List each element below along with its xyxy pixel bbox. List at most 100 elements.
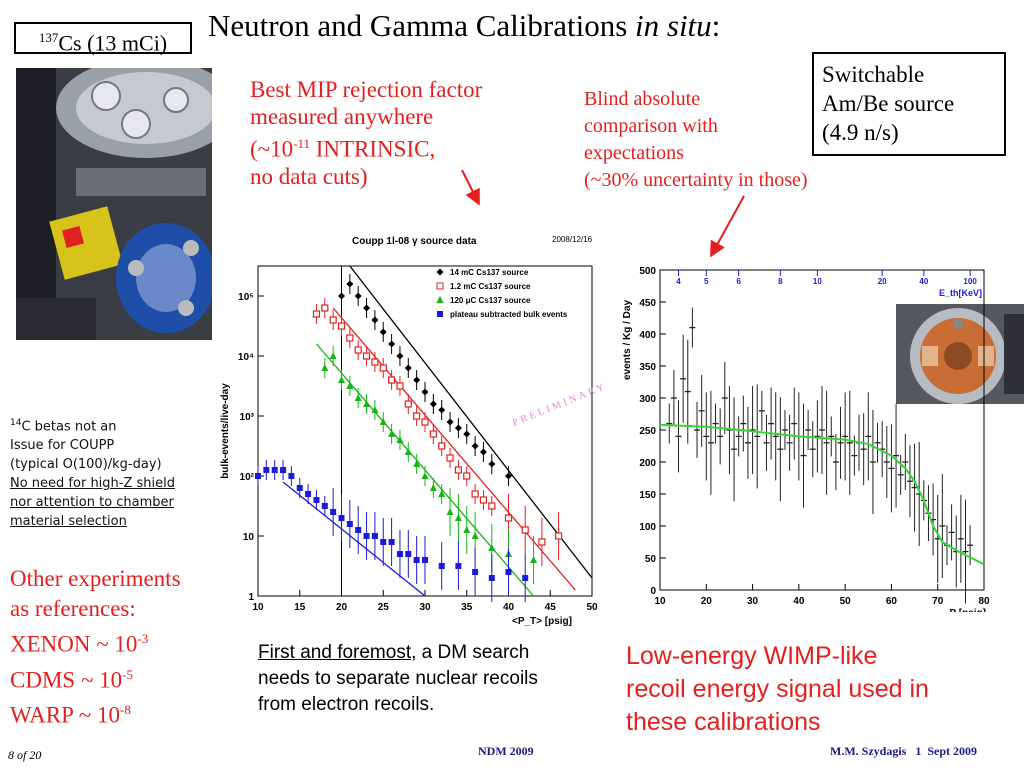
data-point bbox=[329, 316, 337, 324]
cs-source-label: 137Cs (13 mCi) bbox=[14, 22, 192, 55]
data-point bbox=[388, 340, 396, 348]
data-point bbox=[379, 328, 387, 336]
y-tick-label: 10³ bbox=[240, 412, 255, 423]
x-tick-label: 10 bbox=[654, 596, 666, 607]
data-point bbox=[454, 424, 462, 432]
legend-marker bbox=[436, 282, 444, 290]
data-point bbox=[330, 509, 337, 515]
data-point bbox=[455, 563, 462, 569]
data-point bbox=[429, 400, 437, 408]
data-point bbox=[388, 430, 396, 437]
legend-marker bbox=[436, 268, 444, 276]
data-point bbox=[488, 502, 496, 510]
data-point bbox=[421, 418, 429, 426]
y-tick-label: 10² bbox=[240, 472, 255, 483]
data-point bbox=[346, 382, 354, 389]
top-axis-label: E_th[KeV] bbox=[939, 288, 982, 298]
x-tick-label: 70 bbox=[932, 596, 944, 607]
gamma-source-chart: Coupp 1l-08 γ source data 2008/12/16 10 15 2… bbox=[220, 235, 606, 627]
top-tick-label: 10 bbox=[813, 277, 822, 286]
data-point bbox=[371, 406, 379, 413]
data-point bbox=[321, 503, 328, 509]
data-point bbox=[463, 430, 471, 438]
y-tick-label: 1 bbox=[248, 592, 254, 603]
x-tick-label: 30 bbox=[419, 602, 431, 613]
data-point bbox=[538, 538, 546, 546]
legend-label: 1.2 mC Cs137 source bbox=[450, 282, 531, 291]
data-point bbox=[471, 490, 479, 498]
data-point bbox=[263, 467, 270, 473]
data-point bbox=[255, 473, 261, 479]
legend-marker bbox=[437, 311, 443, 317]
data-point bbox=[454, 514, 462, 521]
x-tick-label: 25 bbox=[378, 602, 390, 613]
y-tick-label: 10⁴ bbox=[238, 352, 254, 363]
data-point bbox=[396, 551, 403, 557]
data-point bbox=[413, 460, 421, 467]
data-point bbox=[338, 292, 345, 300]
x-tick-label: 10 bbox=[252, 602, 264, 613]
data-point bbox=[371, 316, 379, 324]
x-axis-label: P [psig] bbox=[950, 608, 986, 612]
data-point bbox=[346, 521, 353, 527]
data-point bbox=[479, 496, 488, 504]
top-tick-label: 100 bbox=[963, 277, 977, 286]
y-tick-label: 300 bbox=[639, 394, 656, 405]
data-point bbox=[396, 436, 404, 443]
footer-conference: NDM 2009 bbox=[478, 744, 534, 758]
fit-line-0 bbox=[349, 265, 593, 579]
data-point bbox=[363, 533, 370, 539]
y-tick-label: 250 bbox=[639, 426, 656, 437]
data-point bbox=[555, 532, 563, 540]
data-point bbox=[337, 322, 346, 330]
data-point bbox=[396, 382, 404, 390]
arrow-to-left-chart bbox=[461, 169, 480, 206]
data-point bbox=[421, 388, 429, 396]
data-point bbox=[346, 280, 354, 288]
fit-curve bbox=[659, 423, 985, 566]
data-point bbox=[405, 551, 412, 557]
data-point bbox=[479, 448, 487, 456]
data-point bbox=[505, 569, 512, 575]
x-tick-label: 20 bbox=[701, 596, 713, 607]
data-point bbox=[463, 472, 471, 480]
data-point bbox=[404, 400, 412, 408]
data-point bbox=[472, 569, 479, 575]
data-point bbox=[371, 533, 378, 539]
x-tick-label: 40 bbox=[503, 602, 515, 613]
data-point bbox=[422, 557, 428, 563]
data-point bbox=[521, 526, 529, 534]
legend-marker bbox=[436, 296, 444, 303]
blind-comparison-note: Blind absolute comparison with expectati… bbox=[584, 88, 808, 191]
legend-label: plateau subtracted bulk events bbox=[450, 310, 568, 319]
data-point bbox=[321, 304, 329, 312]
data-point bbox=[463, 526, 471, 533]
data-point bbox=[329, 352, 337, 359]
top-tick-label: 6 bbox=[736, 277, 741, 286]
y-tick-label: 200 bbox=[639, 458, 656, 469]
mip-rejection-note: Best MIP rejection factor measured anywh… bbox=[250, 77, 483, 189]
y-tick-label: 350 bbox=[639, 362, 656, 373]
apparatus-photo bbox=[16, 68, 212, 340]
chamber-photo bbox=[896, 304, 1024, 404]
data-point bbox=[396, 352, 404, 360]
y-tick-label: 150 bbox=[639, 490, 656, 501]
y-tick-label: 100 bbox=[639, 522, 656, 533]
x-tick-label: 60 bbox=[886, 596, 898, 607]
data-point bbox=[421, 472, 429, 479]
data-point bbox=[505, 472, 512, 480]
data-point bbox=[488, 460, 496, 468]
data-point bbox=[438, 490, 446, 497]
x-tick-label: 20 bbox=[336, 602, 348, 613]
data-point bbox=[429, 484, 437, 491]
y-axis-label: events / Kg / Day bbox=[622, 300, 633, 380]
data-point bbox=[471, 532, 479, 539]
x-tick-label: 50 bbox=[840, 596, 852, 607]
top-tick-label: 4 bbox=[676, 277, 681, 286]
data-point bbox=[363, 400, 371, 407]
x-tick-label: 50 bbox=[586, 602, 598, 613]
neutron-source-chart: 10 20 30 40 50 60 70 80 0 50 100 150 200 250 300 350 400… bbox=[622, 266, 990, 612]
data-point bbox=[288, 473, 295, 479]
data-point bbox=[379, 418, 387, 425]
